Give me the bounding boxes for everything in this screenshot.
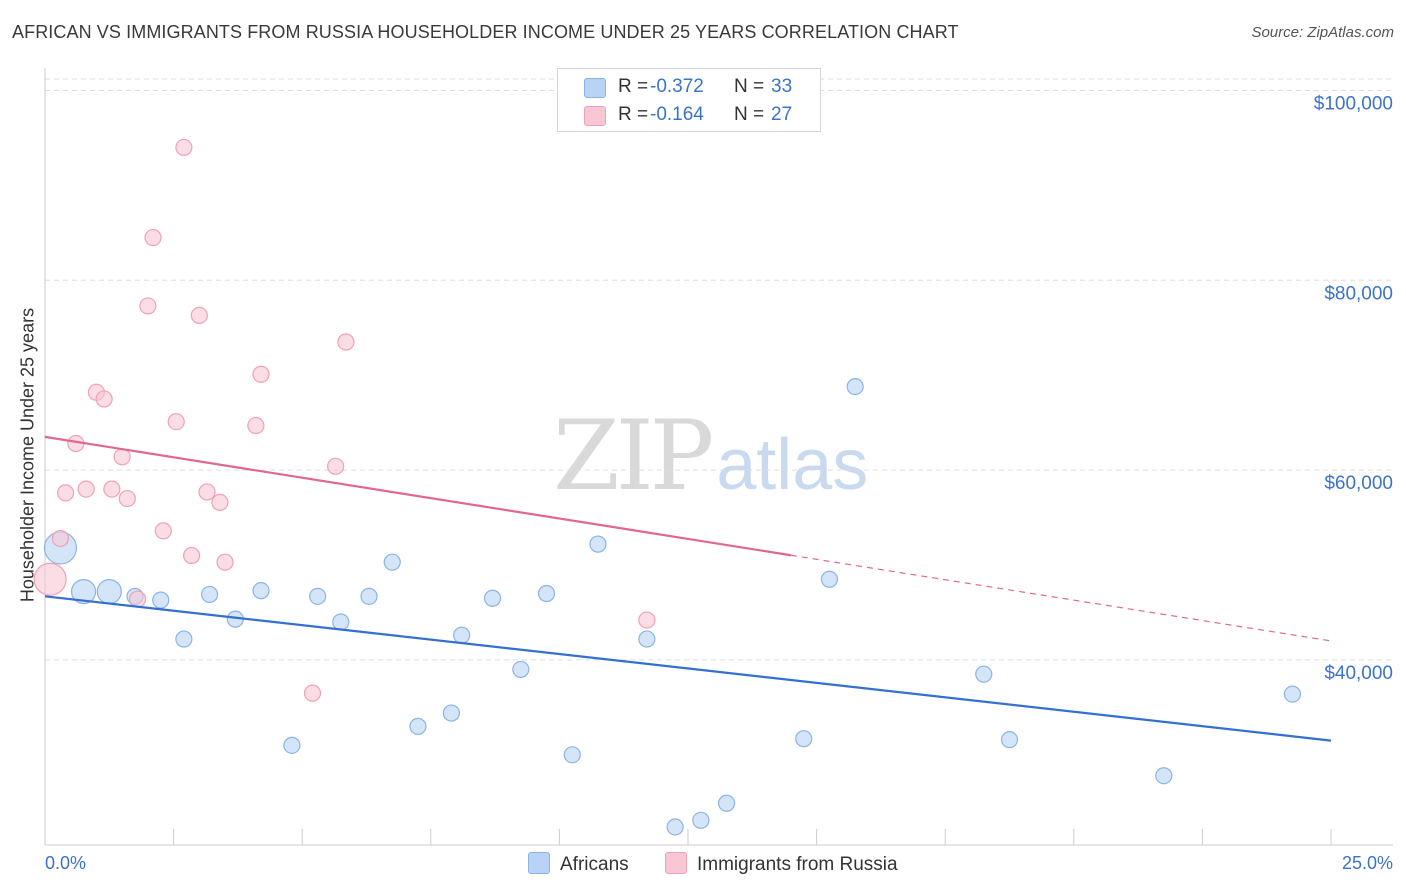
legend-swatch-russia — [584, 106, 606, 126]
africans-point — [717, 794, 736, 812]
africans-point — [563, 746, 581, 764]
africans-point — [666, 818, 684, 836]
series-swatch-russia — [665, 852, 687, 874]
russia-point — [144, 228, 162, 247]
africans-point — [820, 570, 839, 588]
russia-point — [33, 562, 67, 596]
russia-point — [103, 480, 121, 498]
series-legend: Africans Immigrants from Russia — [0, 852, 1406, 878]
africans-point — [638, 630, 656, 648]
africans-point — [1283, 685, 1302, 703]
legend-n-value: 33 — [771, 76, 793, 97]
africans-point — [975, 665, 993, 683]
russia-point — [154, 522, 172, 540]
russia-point — [118, 489, 136, 508]
legend-row-africans: R = -0.372 N = 33 — [558, 73, 820, 101]
russia-point — [113, 448, 131, 466]
russia-point — [190, 306, 208, 325]
africans-point — [360, 587, 378, 605]
y-tick-label: $80,000 — [1324, 283, 1393, 304]
legend-r-value: -0.164 — [650, 104, 704, 125]
russia-point — [337, 333, 355, 351]
russia-point — [247, 416, 265, 435]
africans-point — [201, 585, 219, 604]
russia-point — [327, 457, 345, 475]
legend-r-value: -0.372 — [650, 76, 704, 97]
russia-point — [198, 483, 216, 501]
africans-trend-line — [44, 595, 1332, 742]
russia-point — [167, 413, 185, 431]
russia-point — [252, 365, 270, 383]
africans-point — [1155, 767, 1173, 785]
legend-n-value: 27 — [771, 104, 793, 125]
africans-point — [383, 553, 401, 571]
russia-point — [216, 553, 234, 571]
africans-point — [1000, 731, 1019, 749]
source-label: Source: ZipAtlas.com — [1251, 24, 1394, 41]
x-tick-label: 0.0% — [45, 853, 86, 873]
russia-point — [139, 297, 157, 315]
russia-point — [128, 590, 147, 608]
russia-point — [95, 390, 113, 408]
legend-n-label: N = — [734, 104, 765, 125]
africans-point — [453, 626, 471, 644]
russia-trend-line-extension — [790, 554, 1332, 642]
africans-point — [332, 613, 350, 631]
russia-point — [303, 684, 322, 702]
africans-point — [846, 377, 864, 396]
series-swatch-africans — [528, 852, 550, 874]
africans-point — [442, 704, 460, 722]
africans-point — [795, 730, 813, 748]
y-axis-label: Householder Income Under 25 years — [17, 307, 38, 603]
russia-point — [183, 546, 201, 565]
russia-point — [638, 611, 656, 629]
russia-point — [175, 138, 193, 157]
africans-point — [537, 584, 556, 603]
russia-point — [51, 529, 70, 548]
russia-point — [56, 484, 75, 502]
africans-point — [309, 587, 327, 605]
africans-point — [692, 811, 710, 829]
africans-point — [70, 578, 97, 605]
series-legend-russia[interactable]: Immigrants from Russia — [665, 852, 898, 876]
africans-point — [175, 630, 193, 648]
africans-point — [152, 591, 170, 609]
y-tick-label: $40,000 — [1324, 663, 1393, 684]
series-label-russia: Immigrants from Russia — [697, 854, 898, 875]
x-tick-label: 25.0% — [1342, 853, 1393, 873]
africans-point — [483, 589, 502, 607]
legend-r-label: R = — [618, 76, 649, 97]
legend-r-label: R = — [618, 104, 649, 125]
russia-point — [77, 480, 95, 498]
y-tick-label: $100,000 — [1314, 93, 1393, 114]
africans-point — [409, 717, 427, 735]
legend-swatch-africans — [584, 78, 606, 98]
africans-point — [589, 535, 607, 553]
chart-title: AFRICAN VS IMMIGRANTS FROM RUSSIA HOUSEH… — [12, 22, 959, 42]
correlation-legend: R = -0.372 N = 33 R = -0.164 N = 27 — [557, 68, 821, 132]
africans-point — [96, 578, 122, 605]
legend-row-russia: R = -0.164 N = 27 — [558, 101, 820, 129]
series-label-africans: Africans — [560, 854, 629, 875]
y-tick-label: $60,000 — [1324, 473, 1393, 494]
africans-point — [252, 582, 270, 600]
legend-n-label: N = — [734, 76, 765, 97]
africans-point — [512, 660, 530, 679]
series-legend-africans[interactable]: Africans — [528, 852, 629, 876]
russia-trend-line — [44, 435, 792, 557]
africans-point — [283, 736, 301, 754]
russia-point — [211, 493, 229, 511]
